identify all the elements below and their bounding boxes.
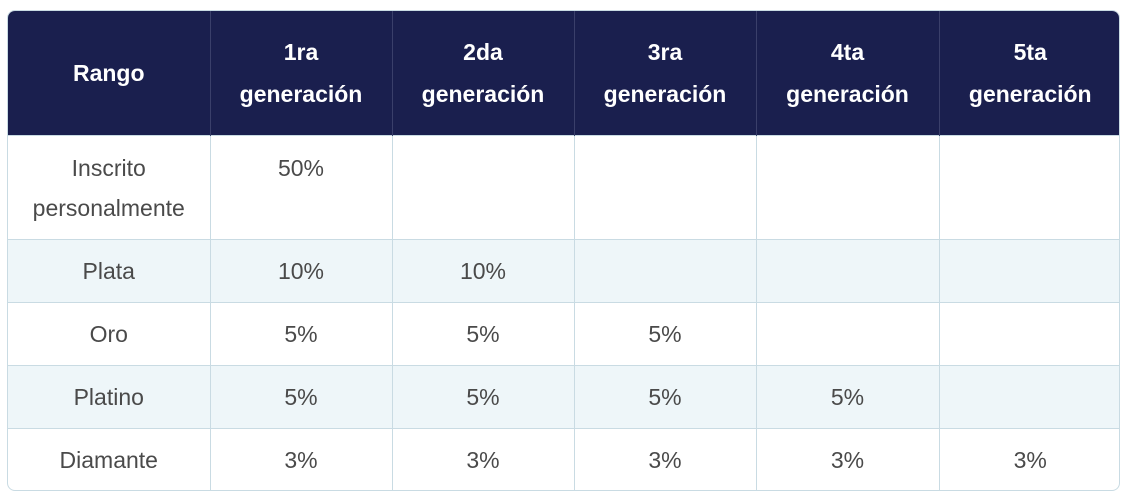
pct-cell bbox=[939, 238, 1119, 302]
pct-cell: 3% bbox=[756, 427, 940, 490]
table-row-oro: Oro 5% 5% 5% bbox=[8, 301, 1119, 365]
pct-cell: 3% bbox=[574, 427, 757, 490]
pct-cell: 3% bbox=[210, 427, 393, 490]
pct-cell bbox=[756, 301, 940, 365]
table-row-plata: Plata 10% 10% bbox=[8, 238, 1119, 302]
pct-cell bbox=[756, 238, 940, 302]
pct-cell: 10% bbox=[392, 238, 575, 302]
table-row-platino: Platino 5% 5% 5% 5% bbox=[8, 364, 1119, 428]
header-gen-2: 2da generación bbox=[392, 11, 575, 135]
header-gen-4: 4ta generación bbox=[756, 11, 940, 135]
header-gen-1: 1ra generación bbox=[210, 11, 393, 135]
header-gen-5: 5ta generación bbox=[939, 11, 1119, 135]
pct-cell bbox=[574, 134, 757, 239]
rank-cell: Inscrito personalmente bbox=[8, 134, 211, 239]
commission-table: Rango 1ra generación 2da generación 3ra gen… bbox=[8, 11, 1119, 490]
table-row-diamante: Diamante 3% 3% 3% 3% 3% bbox=[8, 427, 1119, 490]
rank-cell: Oro bbox=[8, 301, 211, 365]
rank-cell: Diamante bbox=[8, 427, 211, 490]
table-header-row: Rango 1ra generación 2da generación 3ra gen… bbox=[8, 11, 1119, 135]
table-row-inscrito: Inscrito personalmente 50% bbox=[8, 134, 1119, 239]
pct-cell: 5% bbox=[756, 364, 940, 428]
pct-cell: 5% bbox=[210, 301, 393, 365]
pct-cell: 5% bbox=[574, 301, 757, 365]
rank-cell: Plata bbox=[8, 238, 211, 302]
header-rango: Rango bbox=[8, 11, 211, 135]
pct-cell: 3% bbox=[392, 427, 575, 490]
pct-cell: 10% bbox=[210, 238, 393, 302]
pct-cell: 5% bbox=[392, 301, 575, 365]
pct-cell: 5% bbox=[210, 364, 393, 428]
pct-cell bbox=[756, 134, 940, 239]
pct-cell: 5% bbox=[392, 364, 575, 428]
pct-cell: 5% bbox=[574, 364, 757, 428]
header-gen-3: 3ra generación bbox=[574, 11, 757, 135]
pct-cell bbox=[392, 134, 575, 239]
rank-cell: Platino bbox=[8, 364, 211, 428]
pct-cell: 3% bbox=[939, 427, 1119, 490]
pct-cell bbox=[939, 364, 1119, 428]
pct-cell bbox=[574, 238, 757, 302]
pct-cell: 50% bbox=[210, 134, 393, 239]
commission-table-container: Rango 1ra generación 2da generación 3ra gen… bbox=[7, 10, 1120, 491]
pct-cell bbox=[939, 301, 1119, 365]
pct-cell bbox=[939, 134, 1119, 239]
